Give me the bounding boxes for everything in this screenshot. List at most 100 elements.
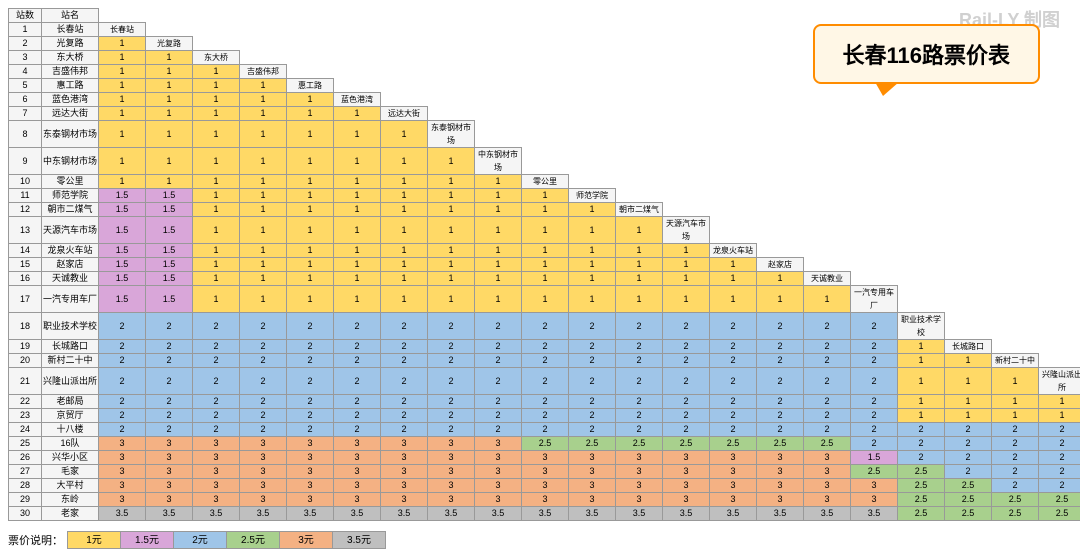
fare-cell: 3 [710,465,757,479]
station-name: 老家 [42,507,99,521]
fare-cell: 3 [616,493,663,507]
fare-cell: 1.5 [99,217,146,244]
fare-cell: 3 [428,451,475,465]
fare-cell: 3 [193,465,240,479]
fare-cell: 2 [381,340,428,354]
fare-cell: 2 [146,313,193,340]
fare-cell: 3 [475,479,522,493]
fare-cell: 1 [569,217,616,244]
fare-cell: 2 [428,313,475,340]
fare-cell: 2 [663,340,710,354]
fare-cell: 1 [193,175,240,189]
diagonal-label: 蓝色港湾 [334,93,381,107]
fare-cell: 2 [757,340,804,354]
fare-cell: 3 [475,465,522,479]
diagonal-label: 朝市二煤气 [616,203,663,217]
fare-cell: 3 [522,493,569,507]
fare-cell: 2 [475,395,522,409]
fare-cell: 2.5 [851,465,898,479]
fare-cell: 2 [1039,479,1080,493]
fare-cell: 2 [522,409,569,423]
fare-cell: 2 [99,423,146,437]
fare-cell: 2 [569,409,616,423]
fare-cell: 1 [381,175,428,189]
fare-cell: 1 [146,65,193,79]
fare-cell: 3 [240,493,287,507]
fare-cell: 3.5 [851,507,898,521]
fare-cell: 3 [99,437,146,451]
fare-cell: 2 [992,437,1039,451]
fare-cell: 1 [945,409,992,423]
row-num: 2 [9,37,42,51]
fare-cell: 2.5 [992,507,1039,521]
fare-cell: 1 [616,272,663,286]
fare-cell: 1 [475,217,522,244]
fare-cell: 2 [381,313,428,340]
fare-cell: 2 [804,423,851,437]
fare-cell: 2 [616,423,663,437]
fare-cell: 1 [428,244,475,258]
diagonal-label: 零公里 [522,175,569,189]
station-name: 职业技术学校 [42,313,99,340]
station-name: 东大桥 [42,51,99,65]
fare-cell: 3 [663,451,710,465]
station-name: 毛家 [42,465,99,479]
station-name: 大平村 [42,479,99,493]
fare-cell: 2 [616,313,663,340]
fare-cell: 2 [663,395,710,409]
fare-cell: 1 [381,244,428,258]
fare-cell: 3 [381,465,428,479]
fare-cell: 2 [616,354,663,368]
fare-cell: 1 [99,93,146,107]
fare-cell: 2 [992,479,1039,493]
fare-cell: 1 [240,286,287,313]
fare-cell: 3 [287,493,334,507]
fare-cell: 2 [898,437,945,451]
fare-cell: 3 [851,479,898,493]
fare-cell: 1 [334,107,381,121]
fare-cell: 3 [99,451,146,465]
fare-cell: 3.5 [710,507,757,521]
station-name: 京贸厅 [42,409,99,423]
fare-cell: 1.5 [146,258,193,272]
fare-cell: 2 [757,313,804,340]
diagonal-label: 长春站 [99,23,146,37]
fare-cell: 1 [193,272,240,286]
row-num: 29 [9,493,42,507]
fare-cell: 1 [663,258,710,272]
fare-cell: 2.5 [945,479,992,493]
fare-cell: 2 [945,465,992,479]
fare-cell: 1 [663,272,710,286]
fare-cell: 2.5 [804,437,851,451]
fare-cell: 3.5 [569,507,616,521]
row-num: 12 [9,203,42,217]
fare-cell: 3 [569,451,616,465]
fare-cell: 3 [146,465,193,479]
fare-cell: 3 [287,437,334,451]
fare-cell: 3 [99,493,146,507]
fare-cell: 2 [851,437,898,451]
fare-cell: 1 [146,175,193,189]
fare-cell: 3 [757,479,804,493]
fare-cell: 2 [475,368,522,395]
fare-cell: 1 [475,189,522,203]
fare-cell: 1 [522,272,569,286]
fare-cell: 3 [522,479,569,493]
fare-cell: 2 [428,409,475,423]
fare-cell: 2.5 [757,437,804,451]
fare-cell: 1 [428,286,475,313]
fare-cell: 2 [569,395,616,409]
fare-cell: 1 [381,258,428,272]
fare-cell: 1 [381,217,428,244]
fare-cell: 3 [522,451,569,465]
fare-cell: 2 [287,395,334,409]
fare-cell: 1.5 [146,217,193,244]
legend-item: 3.5元 [333,532,386,549]
fare-cell: 2 [898,451,945,465]
diagonal-label: 惠工路 [287,79,334,93]
diagonal-label: 一汽专用车厂 [851,286,898,313]
fare-cell: 1 [334,258,381,272]
fare-cell: 2 [146,354,193,368]
fare-cell: 2 [334,340,381,354]
station-name: 16队 [42,437,99,451]
